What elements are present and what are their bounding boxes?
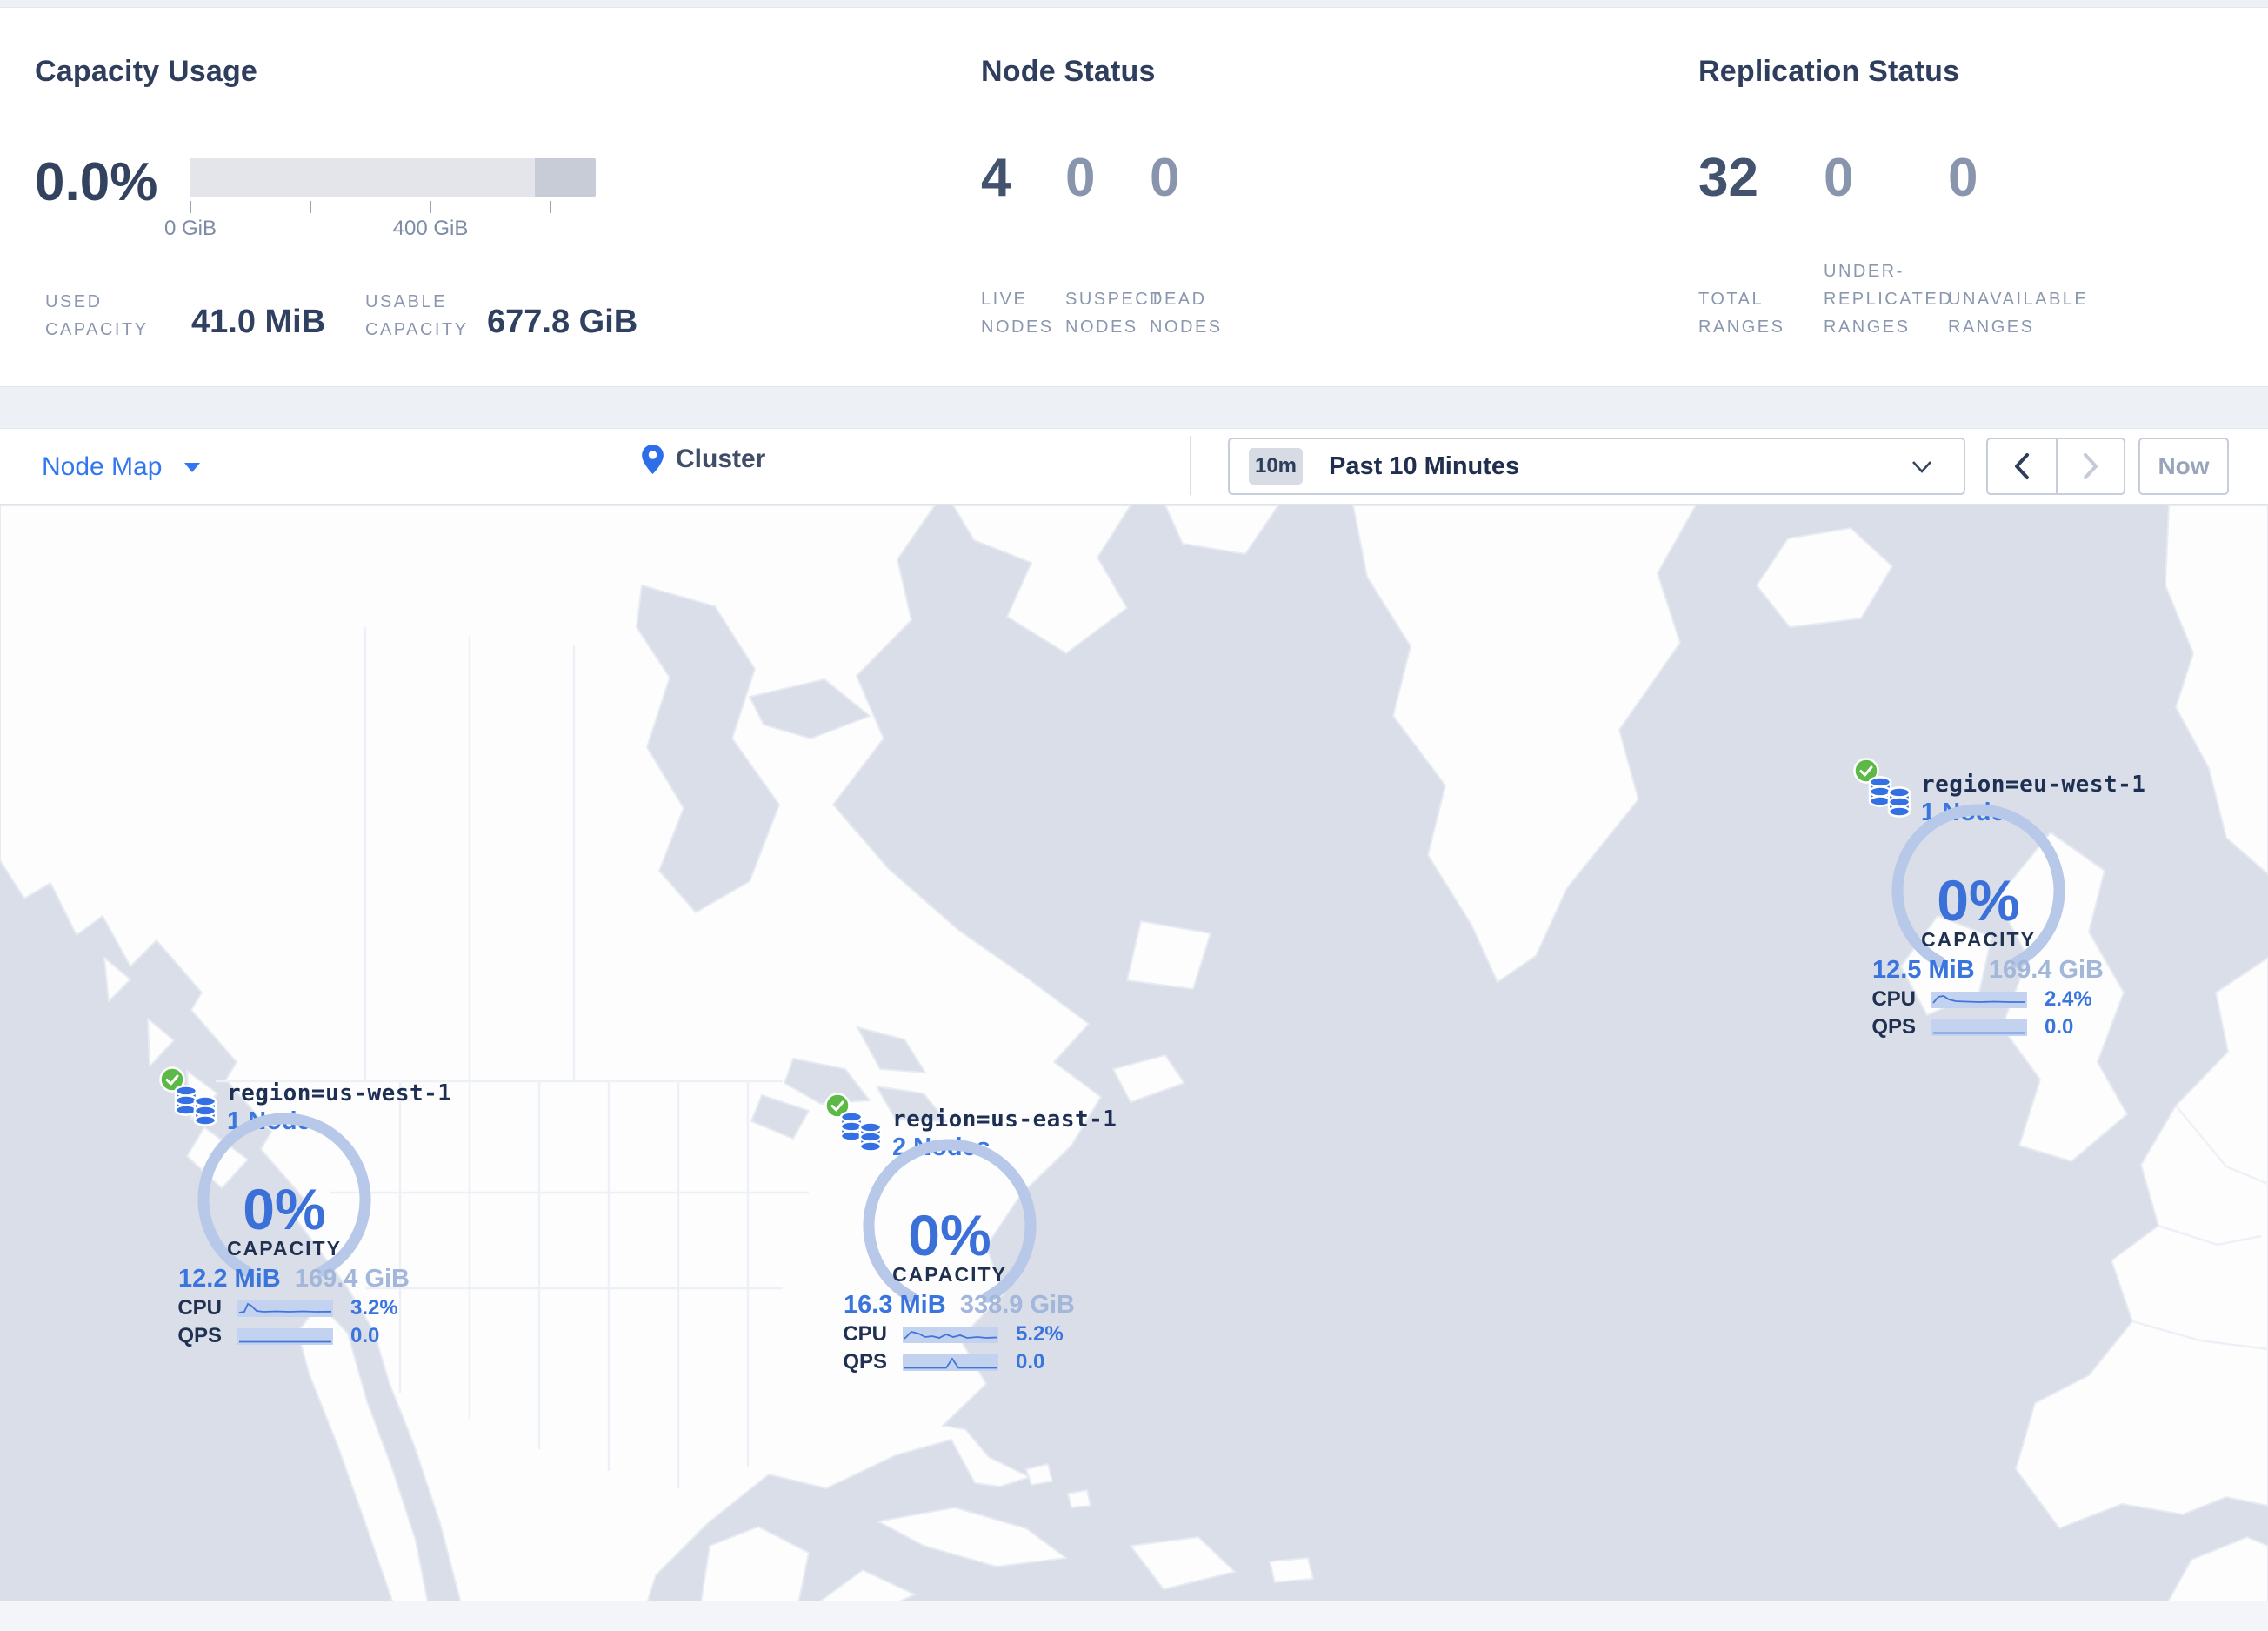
capacity-bar-reserved-segment [534, 158, 596, 197]
qps-label: QPS [177, 1324, 222, 1347]
total-ranges-label: TOTAL RANGES [1698, 290, 1785, 337]
region-label: region=eu-west-1 [1921, 772, 2146, 798]
now-button[interactable]: Now [2138, 438, 2229, 495]
database-icon [174, 1085, 217, 1126]
capacity-usage-title: Capacity Usage [35, 55, 258, 88]
region-total-capacity: 169.4 GiB [294, 1265, 410, 1293]
chevron-down-icon [184, 462, 201, 472]
region-total-capacity: 169.4 GiB [1988, 956, 2104, 984]
region-label: region=us-west-1 [227, 1080, 452, 1106]
capacity-used-percent: 0.0% [35, 152, 158, 212]
capacity-gauge-arc [863, 1139, 1037, 1303]
breadcrumb[interactable]: Cluster [642, 445, 765, 474]
qps-sparkline [237, 1327, 333, 1345]
unavailable-ranges-label: UNAVAILABLE RANGES [1948, 290, 2089, 337]
qps-value: 0.0 [350, 1324, 380, 1347]
qps-value: 0.0 [1016, 1350, 1045, 1374]
under-replicated-ranges-label: UNDER-REPLICATED RANGES [1824, 262, 1954, 337]
node-map[interactable]: region=us-west-1 1 Node 0% CAPACITY 12.2… [0, 505, 2268, 1601]
chevron-right-icon [2084, 453, 2098, 479]
used-capacity-value: 41.0 MiB [191, 304, 326, 340]
time-forward-button[interactable] [2056, 439, 2124, 493]
node-status-title: Node Status [981, 55, 1156, 88]
capacity-axis-label-min: 0 GiB [163, 217, 217, 240]
dead-nodes-label: DEAD NODES [1150, 290, 1223, 337]
region-capacity-label: CAPACITY [227, 1237, 342, 1260]
dead-nodes-count: 0 [1150, 148, 1180, 208]
database-icon [839, 1111, 883, 1153]
world-map [0, 505, 2268, 1601]
region-capacity-label: CAPACITY [892, 1263, 1007, 1286]
time-range-badge: 10m [1249, 448, 1303, 485]
cpu-sparkline [237, 1300, 333, 1317]
region-marker-us-west-1[interactable]: region=us-west-1 1 Node 0% CAPACITY 12.2… [119, 1066, 452, 1358]
under-replicated-ranges-count: 0 [1824, 148, 1854, 208]
region-capacity-label: CAPACITY [1921, 928, 2036, 951]
cpu-label: CPU [843, 1322, 887, 1346]
chevron-down-icon [1912, 461, 1931, 473]
total-ranges-count: 32 [1698, 148, 1758, 208]
replication-status-title: Replication Status [1698, 55, 1960, 88]
footer-strip [0, 1601, 2268, 1631]
suspect-nodes-label: SUSPECT NODES [1065, 290, 1163, 337]
chevron-left-icon [2015, 453, 2029, 479]
region-capacity-percent: 0% [1937, 868, 2020, 932]
live-nodes-label: LIVE NODES [981, 290, 1054, 337]
cpu-label: CPU [1871, 987, 1916, 1011]
qps-label: QPS [843, 1350, 887, 1374]
region-marker-us-east-1[interactable]: region=us-east-1 2 Nodes 0% CAPACITY 16.… [784, 1093, 1117, 1384]
capacity-axis-tick [430, 201, 431, 213]
capacity-gauge-arc [1891, 804, 2065, 968]
view-selector-label: Node Map [42, 452, 163, 481]
view-selector-dropdown[interactable]: Node Map [42, 448, 201, 486]
time-range-value: Past 10 Minutes [1329, 451, 1520, 480]
live-nodes-count: 4 [981, 148, 1011, 208]
region-capacity-percent: 0% [908, 1203, 991, 1267]
toolbar-divider [1190, 436, 1191, 495]
region-healthy-check-icon [159, 1066, 185, 1093]
cpu-label: CPU [177, 1296, 222, 1320]
used-capacity-label: USED CAPACITY [45, 292, 149, 339]
capacity-axis-tick [310, 201, 311, 213]
qps-sparkline [1931, 1019, 2027, 1036]
unavailable-ranges-count: 0 [1948, 148, 1978, 208]
region-capacity-percent: 0% [243, 1177, 326, 1241]
map-pin-icon [642, 445, 664, 474]
capacity-gauge-arc [197, 1113, 371, 1277]
suspect-nodes-count: 0 [1065, 148, 1096, 208]
capacity-axis-tick [190, 201, 191, 213]
time-back-button[interactable] [1988, 439, 2056, 493]
region-used-capacity: 16.3 MiB [844, 1291, 946, 1319]
cpu-value: 3.2% [350, 1296, 398, 1320]
cpu-sparkline [1931, 991, 2027, 1008]
region-used-capacity: 12.2 MiB [178, 1265, 281, 1293]
now-button-label: Now [2158, 452, 2210, 479]
cluster-summary-card: Capacity Usage 0.0% 0 GiB 400 GiB USED C… [0, 7, 2268, 387]
usable-capacity-label: USABLE CAPACITY [365, 292, 469, 339]
time-pager [1986, 438, 2125, 495]
capacity-axis-label-mid: 400 GiB [392, 217, 469, 240]
cpu-sparkline [903, 1326, 998, 1343]
region-healthy-check-icon [1853, 758, 1879, 784]
breadcrumb-label: Cluster [676, 445, 766, 473]
database-icon [1868, 776, 1911, 818]
time-range-dropdown[interactable]: 10m Past 10 Minutes [1228, 438, 1965, 495]
cpu-value: 5.2% [1016, 1322, 1064, 1346]
qps-sparkline [903, 1354, 998, 1371]
region-total-capacity: 338.9 GiB [959, 1291, 1075, 1319]
capacity-axis-tick [550, 201, 551, 213]
qps-label: QPS [1871, 1015, 1916, 1039]
cpu-value: 2.4% [2045, 987, 2092, 1011]
capacity-usage-bar [190, 158, 596, 197]
map-toolbar: Node Map Cluster 10m Past 10 Minutes Now [0, 428, 2268, 505]
usable-capacity-value: 677.8 GiB [487, 304, 638, 340]
region-marker-eu-west-1[interactable]: region=eu-west-1 1 Node 0% CAPACITY 12.5… [1813, 758, 2146, 1049]
qps-value: 0.0 [2045, 1015, 2074, 1039]
region-used-capacity: 12.5 MiB [1872, 956, 1975, 984]
region-label: region=us-east-1 [892, 1106, 1117, 1133]
region-healthy-check-icon [824, 1093, 850, 1119]
